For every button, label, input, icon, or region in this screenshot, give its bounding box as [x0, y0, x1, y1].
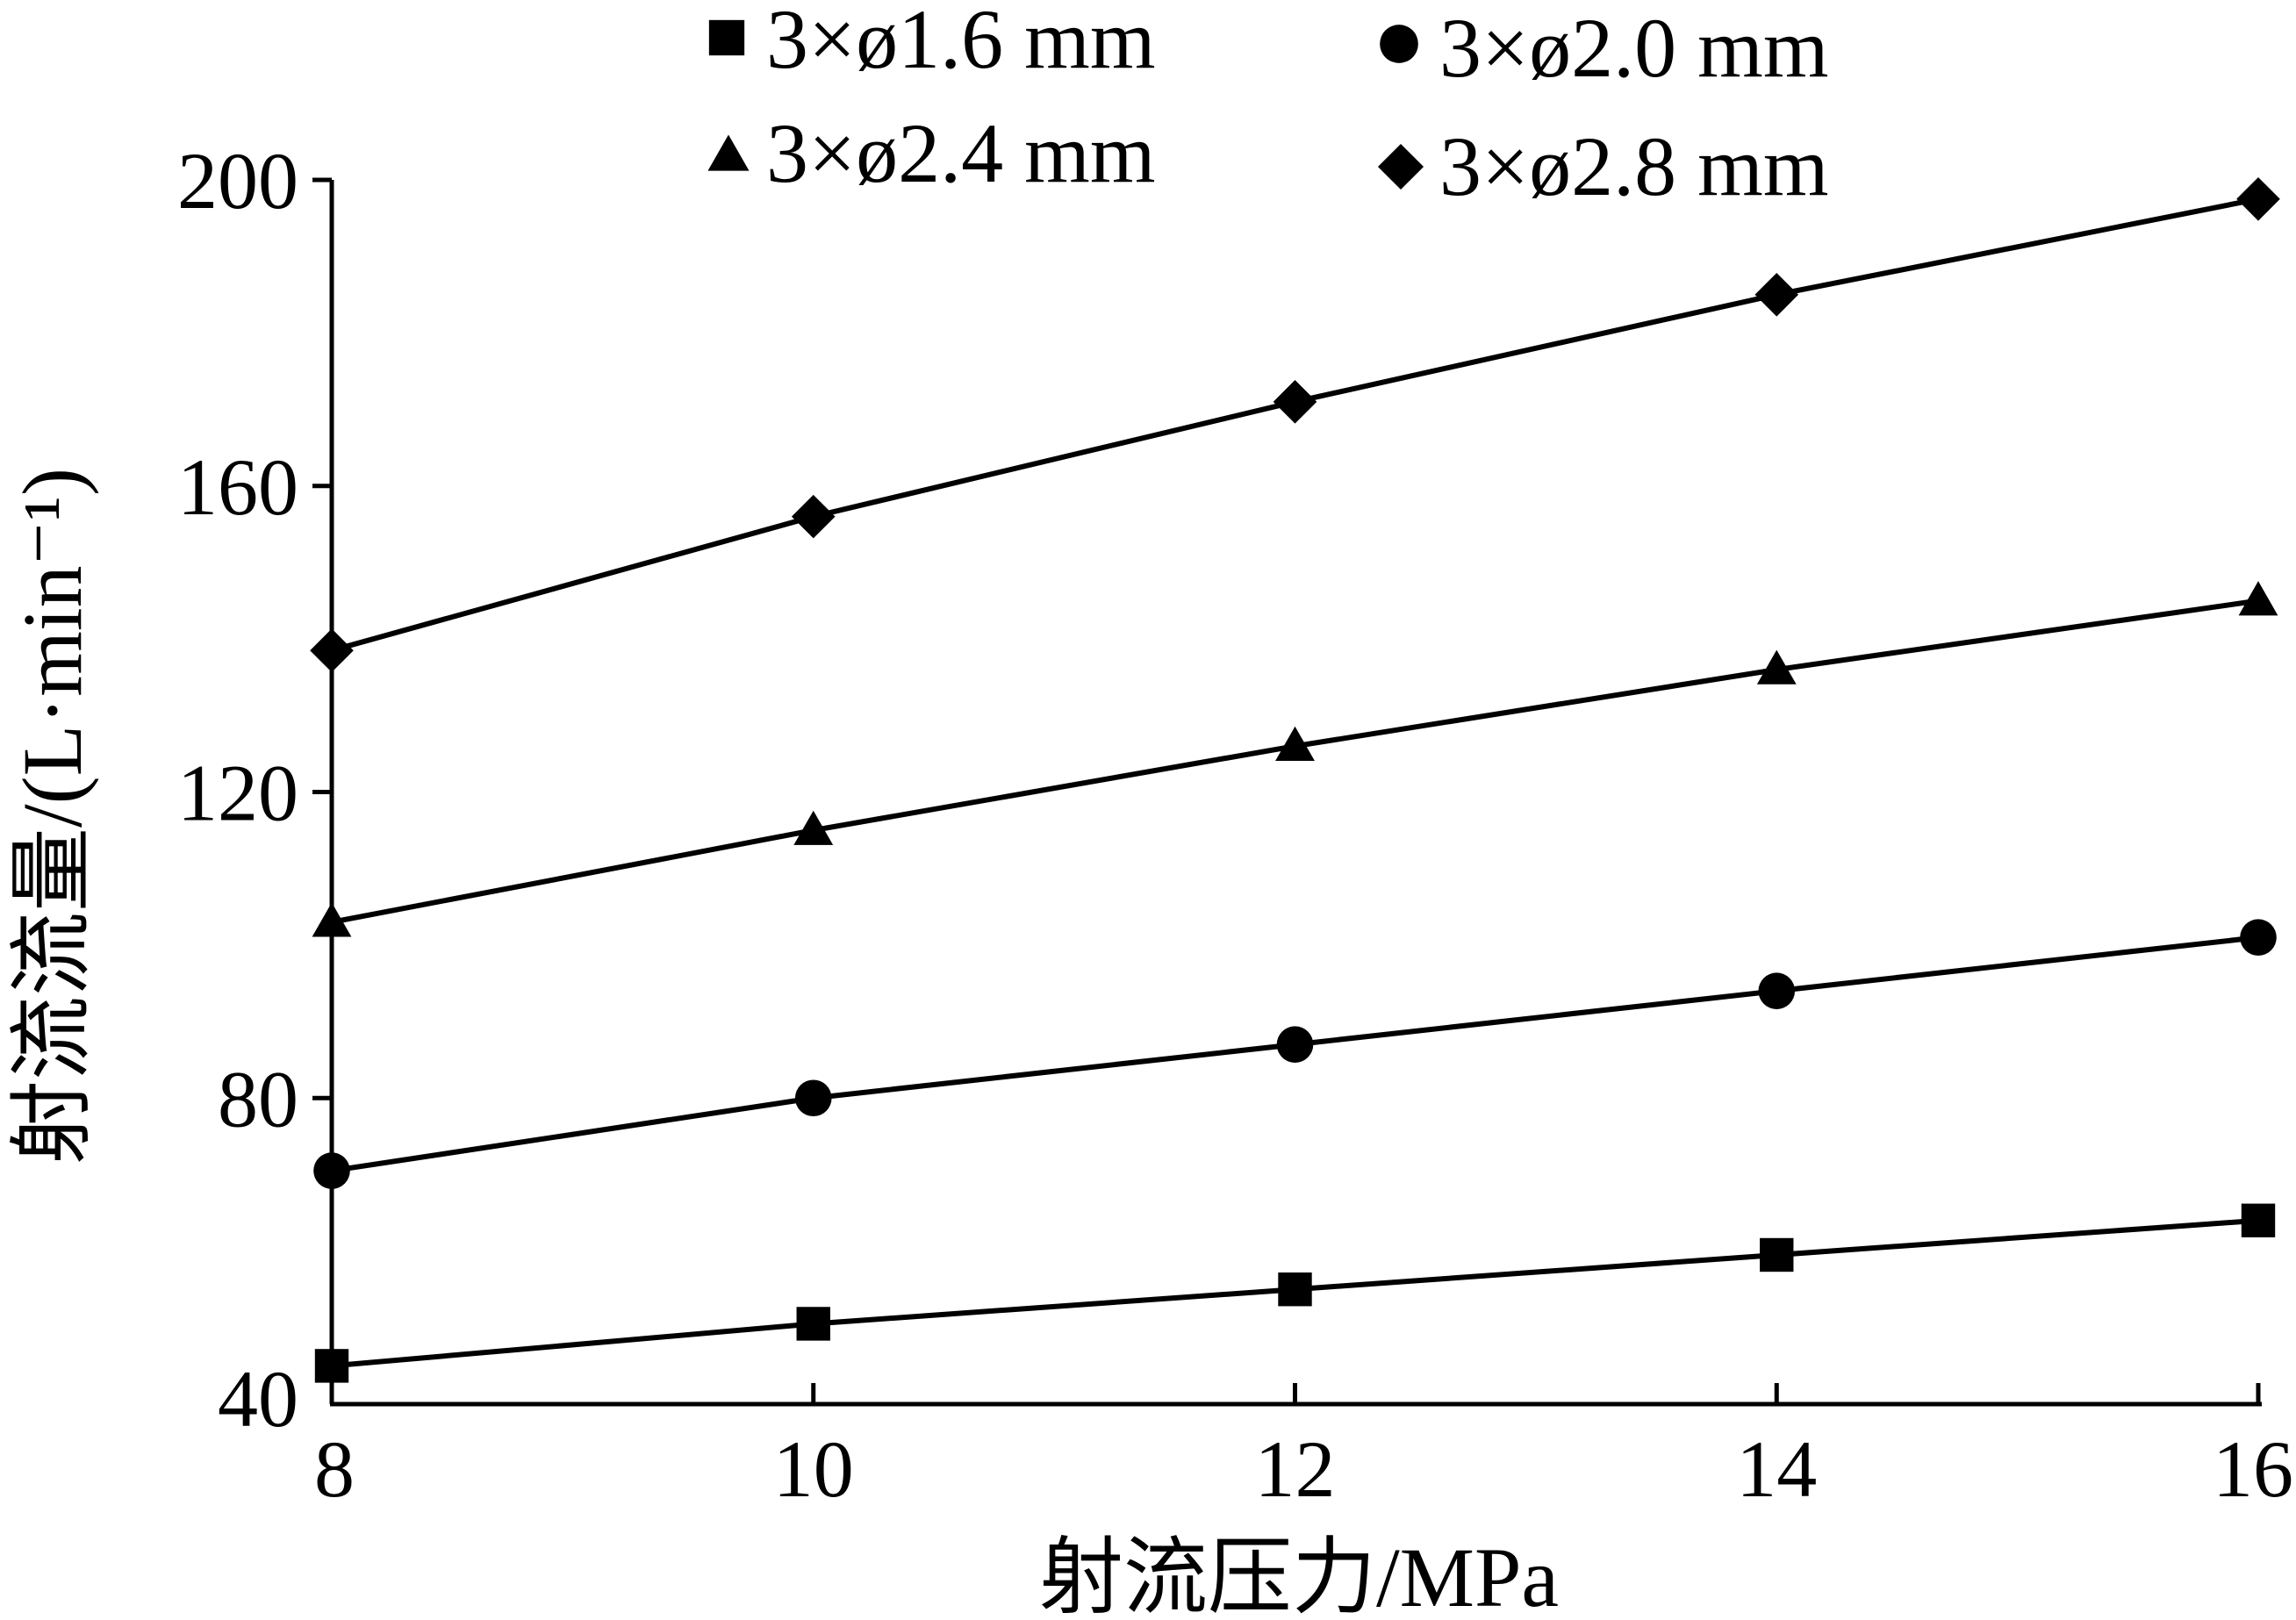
legend-label-3: 3×ø2.8 mm	[1439, 119, 1828, 213]
legend: 3×ø1.6 mm 3×ø2.0 mm 3×ø2.4 mm 3×ø2.8 mm	[707, 0, 1828, 213]
series-3-point	[791, 494, 836, 539]
legend-marker-triangle	[707, 134, 750, 171]
legend-marker-3	[1377, 143, 1424, 190]
series-layer	[310, 176, 2280, 1383]
plot-area: 8 10 12 14 16 40 80 120 160 200	[177, 136, 2293, 1514]
series-1-point	[313, 1152, 350, 1189]
legend-label-1: 3×ø2.0 mm	[1439, 1, 1828, 95]
legend-marker-diamond	[1377, 143, 1424, 190]
y-tick-label: 120	[177, 749, 298, 838]
y-axis-title: 射流流量/(L·min⁻¹)	[5, 468, 99, 1165]
series-2-point	[2238, 581, 2278, 616]
x-tick-label: 14	[1736, 1424, 1817, 1514]
series-1-point	[2240, 919, 2277, 956]
series-3-point	[1273, 380, 1317, 424]
series-0-point	[1760, 1237, 1794, 1272]
series-0-point	[314, 1349, 349, 1383]
series-1-point	[1758, 972, 1796, 1009]
y-tick-label: 160	[177, 442, 298, 532]
legend-marker-1	[1380, 25, 1418, 63]
series-3-point	[310, 628, 354, 673]
series-0-point	[2241, 1203, 2276, 1237]
series-3-point	[2236, 176, 2280, 221]
series-2-point	[1756, 649, 1797, 685]
x-tick-label: 12	[1255, 1424, 1336, 1514]
legend-marker-square	[708, 19, 745, 56]
series-0-point	[796, 1307, 830, 1341]
x-ticks: 8 10 12 14 16	[314, 1383, 2293, 1514]
y-tick-label: 40	[218, 1354, 298, 1444]
y-tick-label: 80	[218, 1054, 298, 1143]
legend-label-2: 3×ø2.4 mm	[766, 106, 1155, 200]
legend-marker-0	[708, 19, 745, 56]
legend-marker-circle	[1380, 25, 1418, 63]
series-2-point	[793, 810, 834, 845]
x-axis-title: 射流压力/MPa	[1039, 1530, 1559, 1620]
y-ticks: 40 80 120 160 200	[177, 136, 332, 1444]
series-2-point	[1275, 726, 1315, 761]
y-tick-label: 200	[177, 136, 298, 226]
series-line-2	[331, 598, 2259, 925]
series-1-point	[1276, 1026, 1314, 1064]
x-tick-label: 10	[773, 1424, 854, 1514]
series-2-point	[312, 902, 352, 937]
legend-marker-2	[707, 134, 750, 171]
x-tick-label: 8	[314, 1424, 355, 1514]
series-line-3	[331, 196, 2259, 654]
legend-label-0: 3×ø1.6 mm	[766, 0, 1155, 86]
series-1-point	[794, 1079, 832, 1117]
series-0-point	[1278, 1272, 1312, 1307]
x-tick-label: 16	[2213, 1424, 2293, 1514]
series-3-point	[1754, 272, 1799, 317]
